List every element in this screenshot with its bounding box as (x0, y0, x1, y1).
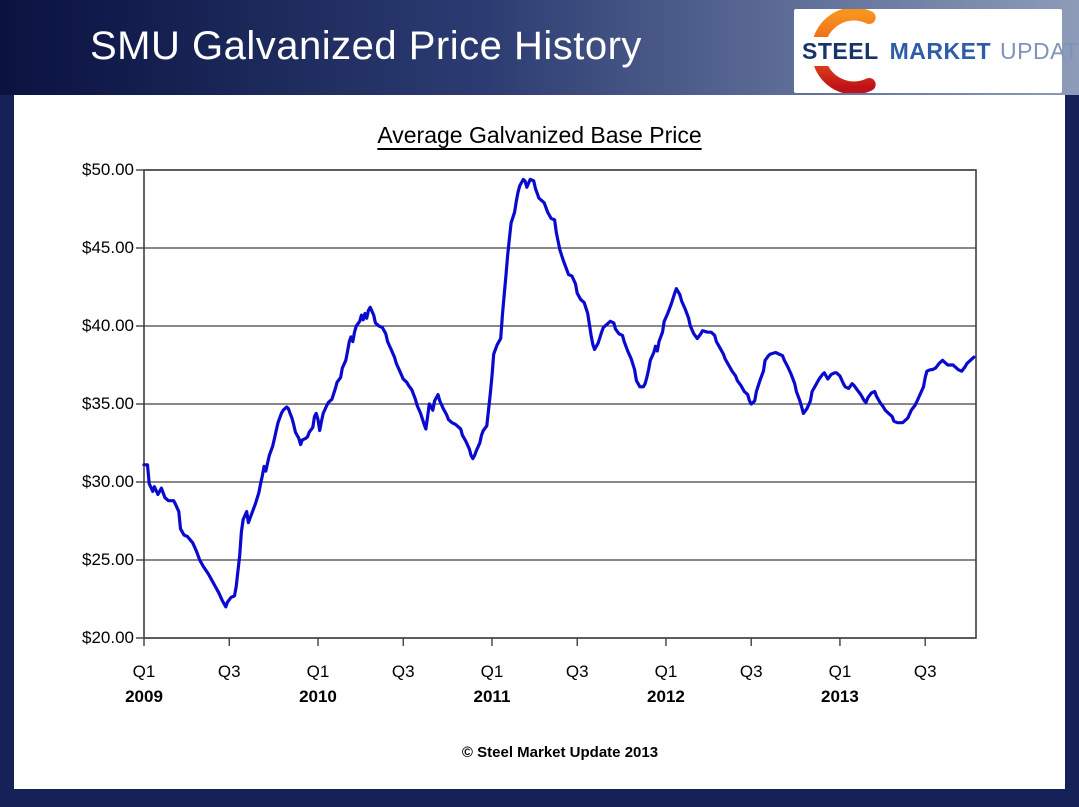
logo-text: STEEL MARKET UPDATE (800, 9, 1079, 93)
logo-word-update: UPDATE (1000, 37, 1079, 64)
x-axis-year-label: 2011 (473, 687, 511, 706)
x-axis-quarter-label: Q1 (306, 662, 330, 681)
y-axis-label: $30.00 (82, 472, 134, 491)
x-axis-quarter-label: Q1 (654, 662, 678, 681)
copyright-note: © Steel Market Update 2013 (461, 744, 659, 761)
x-axis-quarter-label: Q3 (391, 662, 415, 681)
logo-word-steel: STEEL (800, 36, 881, 66)
x-axis-quarter-label: Q1 (480, 662, 504, 681)
plot-border (143, 169, 977, 639)
y-axis-label: $25.00 (82, 550, 134, 569)
y-axis-label: $50.00 (82, 160, 134, 179)
x-axis-year-label: 2012 (647, 687, 685, 706)
x-axis-quarter-label: Q1 (828, 662, 852, 681)
x-axis-year-label: 2013 (821, 687, 859, 706)
x-axis-year-label: 2010 (299, 687, 337, 706)
y-axis-label: $20.00 (82, 628, 134, 647)
chart-title: Average Galvanized Base Price (377, 122, 702, 148)
x-axis-quarter-label: Q3 (565, 662, 589, 681)
x-axis-quarter-label: Q3 (217, 662, 241, 681)
logo-word-market: MARKET (887, 36, 994, 66)
chart-panel: Average Galvanized Base Price $50.00 $45.… (14, 95, 1065, 789)
smu-logo: STEEL MARKET UPDATE (794, 9, 1079, 93)
x-axis-year-label: 2009 (125, 687, 163, 706)
x-axis-quarter-label: Q1 (132, 662, 156, 681)
x-axis-quarter-label: Q3 (739, 662, 763, 681)
y-axis-label: $45.00 (82, 238, 134, 257)
price-series-line (142, 177, 976, 609)
price-line-chart (136, 169, 977, 646)
page-title: SMU Galvanized Price History (90, 24, 642, 68)
x-axis-quarter-label: Q3 (913, 662, 937, 681)
header-band: SMU Galvanized Price History STEEL MARKE… (0, 0, 1079, 95)
y-axis-label: $40.00 (82, 316, 134, 335)
y-axis-label: $35.00 (82, 394, 134, 413)
